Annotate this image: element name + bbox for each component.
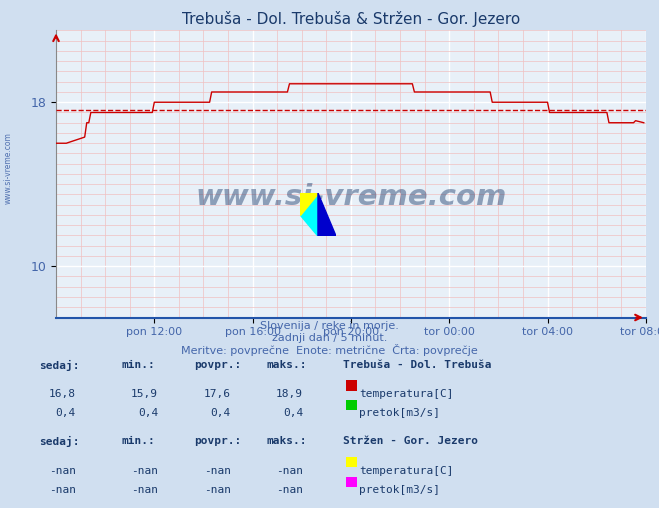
Text: 0,4: 0,4 (138, 408, 158, 419)
Text: Slovenija / reke in morje.: Slovenija / reke in morje. (260, 321, 399, 331)
Text: 0,4: 0,4 (55, 408, 76, 419)
Text: Trebuša - Dol. Trebuša: Trebuša - Dol. Trebuša (343, 360, 491, 370)
Text: pretok[m3/s]: pretok[m3/s] (359, 408, 440, 419)
Text: Stržen - Gor. Jezero: Stržen - Gor. Jezero (343, 436, 478, 447)
Text: -nan: -nan (276, 485, 303, 495)
Text: temperatura[C]: temperatura[C] (359, 466, 453, 476)
Text: www.si-vreme.com: www.si-vreme.com (195, 183, 507, 211)
Text: Meritve: povprečne  Enote: metrične  Črta: povprečje: Meritve: povprečne Enote: metrične Črta:… (181, 344, 478, 357)
Text: zadnji dan / 5 minut.: zadnji dan / 5 minut. (272, 333, 387, 343)
Text: -nan: -nan (276, 466, 303, 476)
Text: www.si-vreme.com: www.si-vreme.com (3, 132, 13, 204)
Text: min.:: min.: (122, 436, 156, 447)
Text: 17,6: 17,6 (204, 389, 231, 399)
Text: povpr.:: povpr.: (194, 360, 242, 370)
Polygon shape (318, 193, 336, 236)
Text: povpr.:: povpr.: (194, 436, 242, 447)
Title: Trebuša - Dol. Trebuša & Stržen - Gor. Jezero: Trebuša - Dol. Trebuša & Stržen - Gor. J… (182, 11, 520, 26)
Polygon shape (300, 193, 318, 214)
Text: 0,4: 0,4 (283, 408, 303, 419)
Text: maks.:: maks.: (267, 436, 307, 447)
Text: 15,9: 15,9 (131, 389, 158, 399)
Polygon shape (300, 193, 318, 236)
Text: 0,4: 0,4 (210, 408, 231, 419)
Text: temperatura[C]: temperatura[C] (359, 389, 453, 399)
Text: -nan: -nan (204, 485, 231, 495)
Text: 18,9: 18,9 (276, 389, 303, 399)
Text: maks.:: maks.: (267, 360, 307, 370)
Text: sedaj:: sedaj: (40, 360, 80, 371)
Text: 16,8: 16,8 (49, 389, 76, 399)
Text: min.:: min.: (122, 360, 156, 370)
Text: -nan: -nan (49, 466, 76, 476)
Text: pretok[m3/s]: pretok[m3/s] (359, 485, 440, 495)
Text: -nan: -nan (49, 485, 76, 495)
Text: sedaj:: sedaj: (40, 436, 80, 448)
Text: -nan: -nan (204, 466, 231, 476)
Text: -nan: -nan (131, 485, 158, 495)
Text: -nan: -nan (131, 466, 158, 476)
